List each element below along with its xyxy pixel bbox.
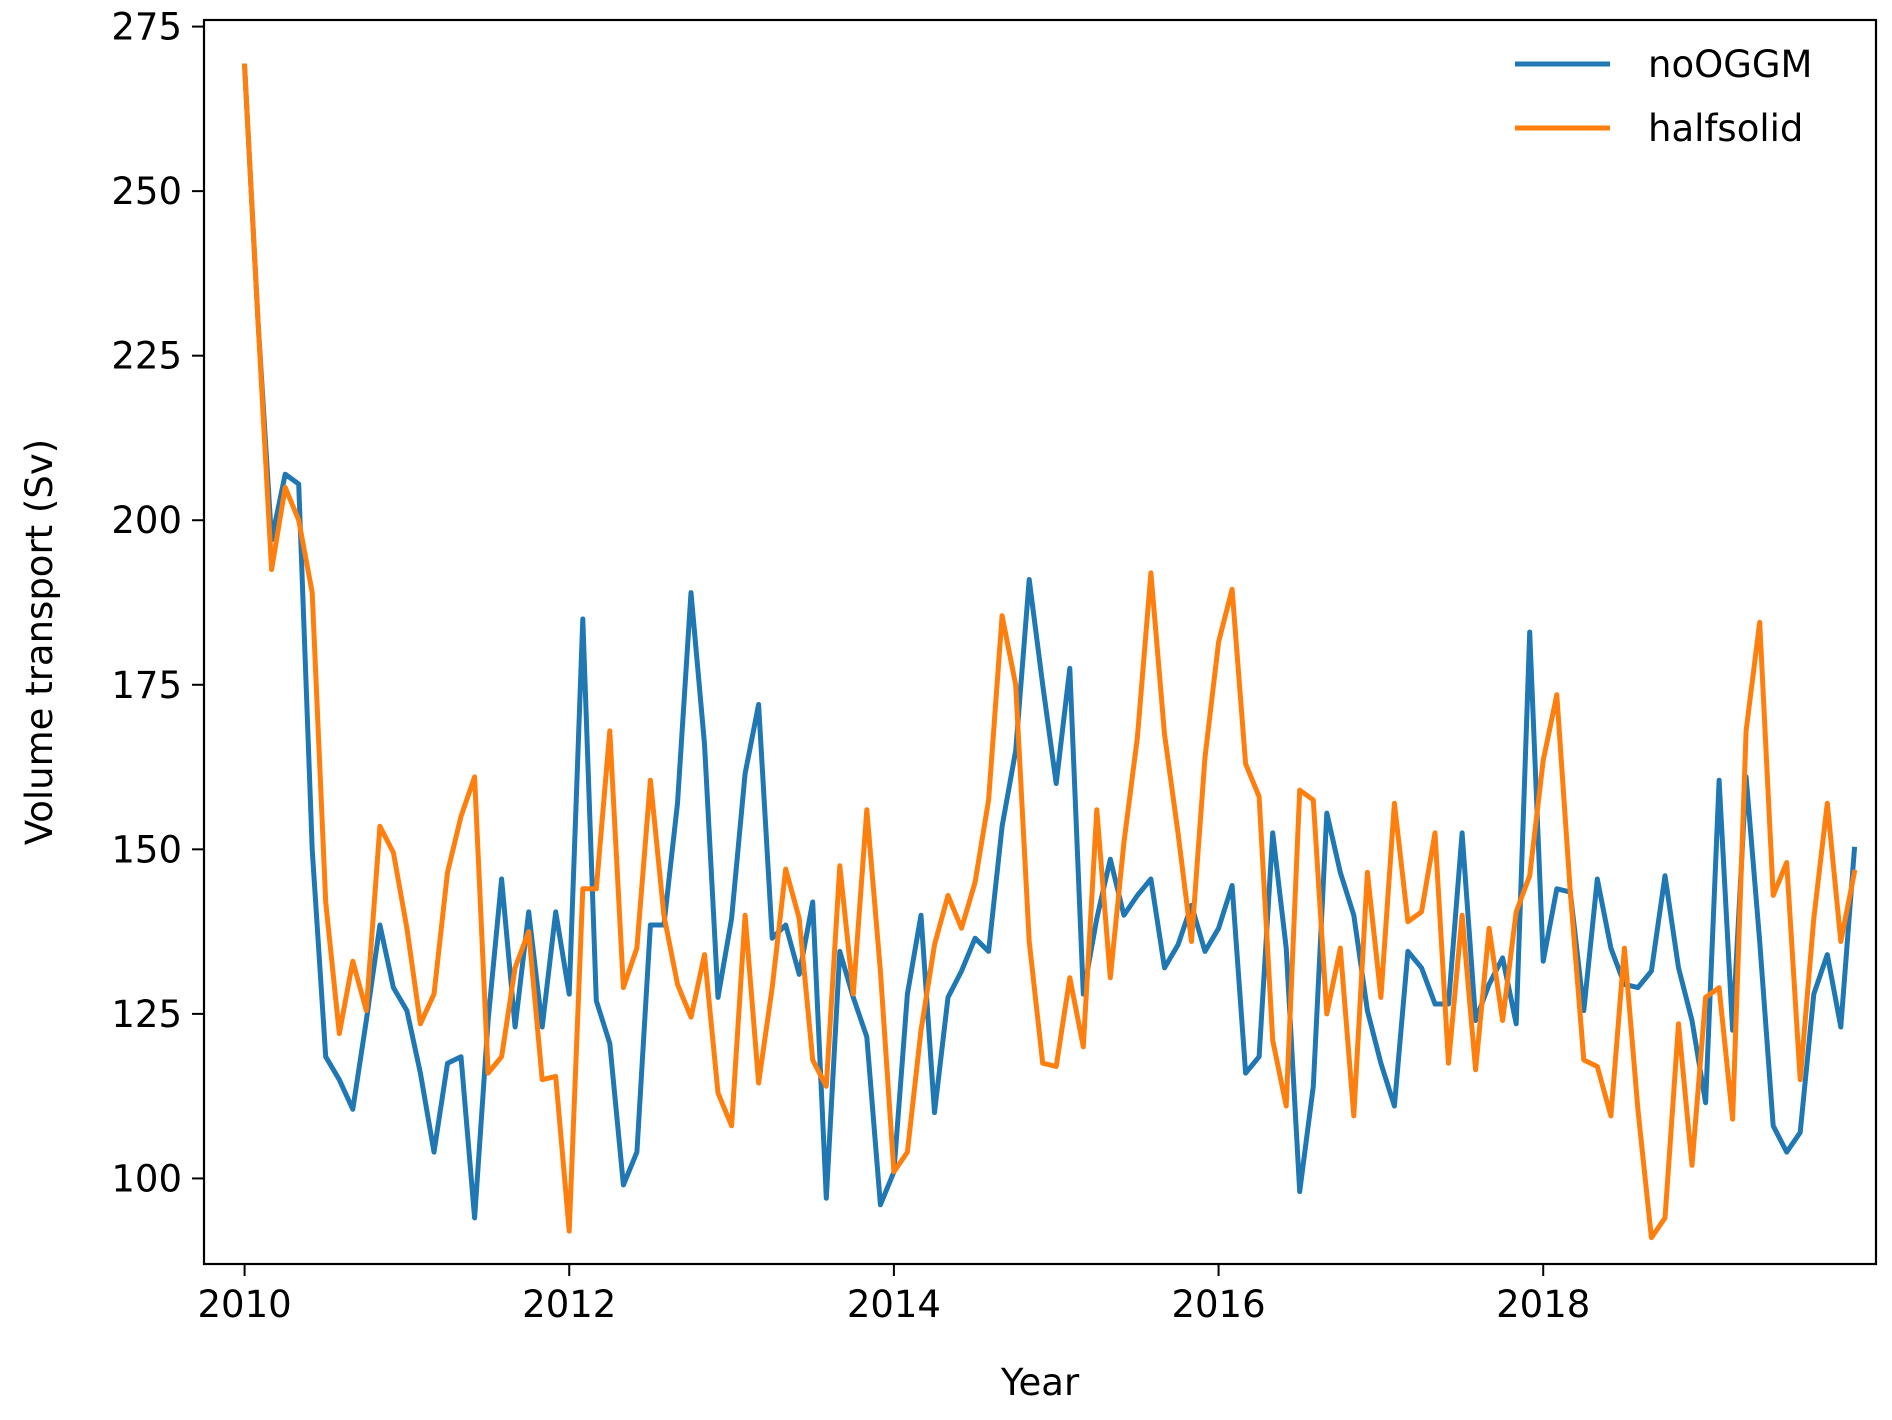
x-tick-label: 2012 (522, 1283, 616, 1326)
y-axis: 100 125 150 175 200 225 250 275 (111, 6, 204, 1200)
y-tick-label: 175 (111, 664, 182, 707)
series-line-halfsolid (241, 63, 1858, 1241)
x-tick-label: 2018 (1496, 1283, 1590, 1326)
series-layer (241, 63, 1858, 1241)
y-axis-label: Volume transport (Sv) (18, 439, 61, 845)
x-tick-label: 2010 (197, 1283, 291, 1326)
legend-label-noOGGM: noOGGM (1648, 43, 1812, 86)
x-axis-label: Year (1000, 1361, 1080, 1404)
x-axis: 2010 2012 2014 2016 2018 (197, 1264, 1590, 1326)
y-tick-label: 200 (111, 499, 182, 542)
y-tick-label: 275 (111, 6, 182, 49)
legend-label-halfsolid: halfsolid (1648, 107, 1803, 150)
y-tick-label: 100 (111, 1157, 182, 1200)
x-tick-label: 2016 (1171, 1283, 1265, 1326)
y-tick-label: 225 (111, 335, 182, 378)
y-tick-label: 125 (111, 993, 182, 1036)
legend: noOGGM halfsolid (1515, 43, 1812, 150)
plot-frame (202, 18, 1878, 1266)
x-tick-label: 2014 (847, 1283, 941, 1326)
y-tick-label: 250 (111, 170, 182, 213)
y-tick-label: 150 (111, 828, 182, 871)
series-line-noOGGM (241, 63, 1858, 1221)
